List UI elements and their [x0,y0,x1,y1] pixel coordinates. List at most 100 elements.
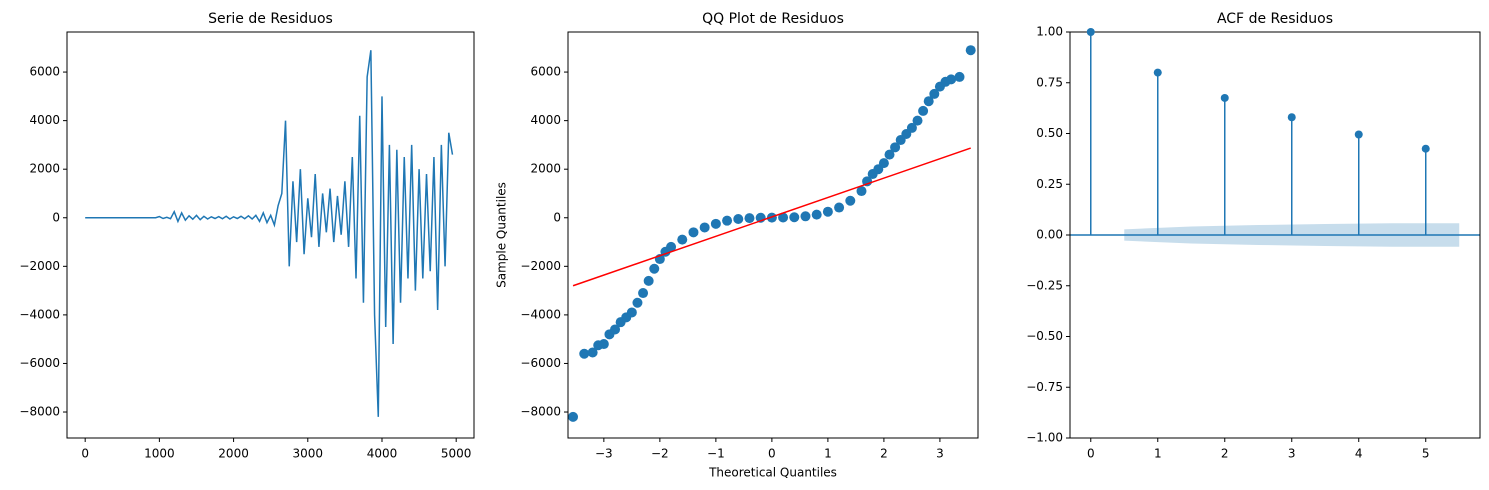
line-series [85,50,454,417]
qq-point [878,158,889,169]
qq-point [610,324,621,335]
qq-point [884,149,895,160]
y-tick-label: −0.25 [1026,278,1063,292]
y-tick-label: 0.25 [1036,177,1063,191]
qq-point [929,88,940,99]
qq-point [912,115,923,126]
qq-point [638,288,649,299]
y-tick-label: −1.00 [1026,431,1063,445]
stem-marker [1153,68,1162,77]
qq-point [946,74,957,85]
qq-point [733,213,744,224]
y-tick-label: −6000 [520,356,561,370]
qq-point [811,209,822,220]
y-tick-label: 4000 [530,113,561,127]
chart-title: Serie de Residuos [208,11,333,27]
y-tick-label: 0.50 [1036,126,1063,140]
x-tick-label: 4 [1355,447,1363,461]
qq-point [954,71,965,82]
qq-point [965,45,976,56]
qq-point [568,411,579,422]
y-tick-label: −0.50 [1026,329,1063,343]
x-tick-label: 2000 [218,447,249,461]
qq-point [677,234,688,245]
y-tick-label: 2000 [29,162,60,176]
y-tick-label: 0 [553,210,561,224]
x-tick-label: 4000 [367,447,398,461]
axes-frame [1069,31,1481,439]
qq-point [923,96,934,107]
y-tick-label: −4000 [520,307,561,321]
subplot: ACF de Residuos 0 1 2 3 4 5 −1.00 −0.75 −0.50 −0.2… [1026,11,1481,461]
x-tick-label: 1 [1154,447,1162,461]
y-tick-label: −2000 [520,259,561,273]
stem-marker [1421,144,1430,153]
subplot: Serie de Residuos 0 1000 2000 3000 4000 5000 −8… [19,11,475,461]
x-tick-label: 2 [1221,447,1229,461]
qq-point [906,122,917,133]
qq-point [822,206,833,217]
chart-title: QQ Plot de Residuos [702,11,844,27]
qq-point [800,211,811,222]
y-axis-label: Sample Quantiles [495,182,509,288]
fit-line [572,147,971,287]
x-tick-label: 3 [1288,447,1296,461]
y-tick-label: 0.00 [1036,228,1063,242]
qq-point [666,241,677,252]
qq-point [834,202,845,213]
qq-point [632,297,643,308]
qq-point [699,222,710,233]
qq-point [789,212,800,223]
axes-frame [567,31,979,439]
y-tick-label: 0.75 [1036,75,1063,89]
qq-point [722,215,733,226]
qq-point [890,142,901,153]
qq-point [587,347,598,358]
x-axis-label: Theoretical Quantiles [708,466,837,480]
x-tick-label: 5000 [441,447,472,461]
qq-point [643,275,654,286]
qq-point [710,218,721,229]
y-tick-label: −8000 [19,405,60,419]
y-tick-label: 1.00 [1036,25,1063,39]
plot-area [568,45,976,422]
y-tick-label: 2000 [530,162,561,176]
qq-point [744,213,755,224]
y-tick-label: 4000 [29,113,60,127]
y-tick-label: 6000 [29,65,60,79]
qq-point [856,186,867,197]
qq-point [688,227,699,238]
qq-point [845,195,856,206]
qq-point [598,339,609,350]
x-tick-label: −3 [595,447,613,461]
x-tick-label: 0 [1087,447,1095,461]
y-tick-label: 0 [52,210,60,224]
x-tick-label: 2 [880,447,888,461]
plot-area [85,50,454,417]
x-tick-label: 5 [1422,447,1430,461]
y-tick-label: −2000 [19,259,60,273]
x-tick-label: 3 [936,447,944,461]
stem-marker [1287,113,1296,122]
stem-marker [1086,28,1095,36]
stem-marker [1220,93,1229,102]
x-tick-label: 3000 [293,447,324,461]
axes-frame [66,31,475,439]
y-tick-label: −0.75 [1026,380,1063,394]
qq-point [626,307,637,318]
x-tick-label: 0 [768,447,776,461]
plot-area [1070,32,1480,247]
y-tick-label: −8000 [520,405,561,419]
qq-point [649,263,660,274]
y-tick-label: −6000 [19,356,60,370]
stem-marker [1354,130,1363,139]
x-tick-label: −2 [651,447,669,461]
subplot: QQ Plot de Residuos −3 −2 −1 0 1 2 3 −8000 −6000 −… [495,11,979,480]
y-tick-label: −4000 [19,307,60,321]
x-tick-label: 1 [824,447,832,461]
qq-point [918,105,929,116]
x-tick-label: 0 [81,447,89,461]
x-tick-label: 1000 [144,447,175,461]
y-tick-label: 6000 [530,65,561,79]
